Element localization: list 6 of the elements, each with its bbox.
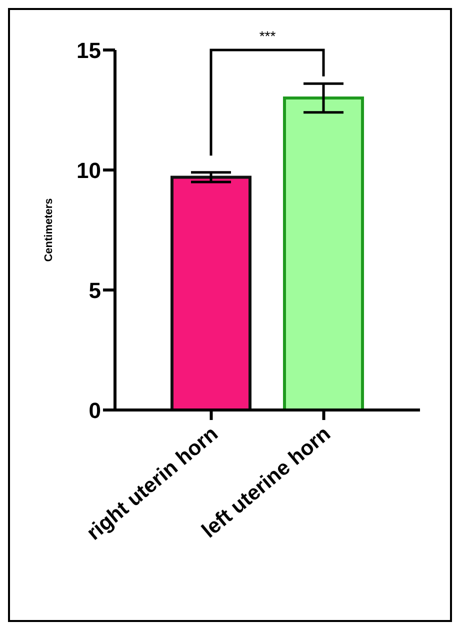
y-tick-label: 5 — [88, 278, 101, 303]
y-axis-title: Centimeters — [42, 198, 55, 262]
y-tick-label: 0 — [88, 398, 101, 423]
y-tick-label: 15 — [76, 38, 101, 63]
text: *** — [258, 28, 277, 44]
y-tick-label: 10 — [76, 158, 101, 183]
